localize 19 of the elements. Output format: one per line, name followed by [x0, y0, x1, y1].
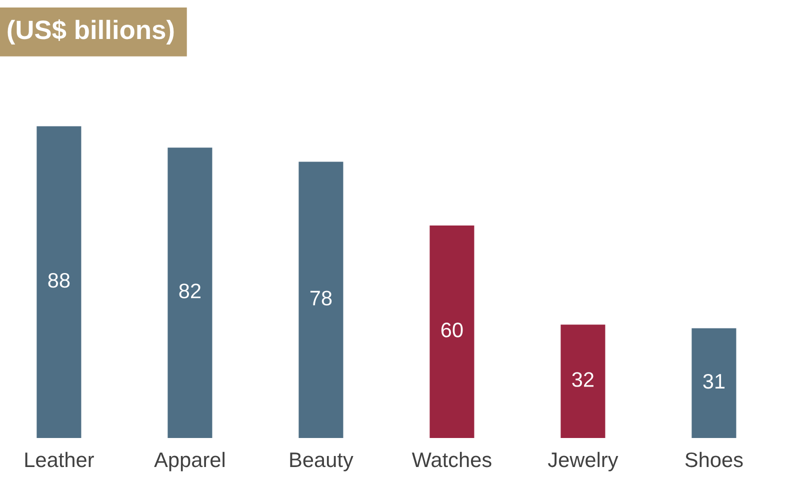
data-label: 60 — [441, 322, 463, 338]
bar — [168, 148, 212, 438]
bar — [430, 225, 474, 438]
data-label: 88 — [48, 272, 70, 288]
bar — [298, 162, 344, 438]
data-label: 32 — [572, 372, 594, 387]
x-tick-label: Beauty — [290, 452, 354, 472]
bar — [36, 126, 82, 438]
x-tick-label: Jewelry — [548, 452, 618, 472]
chart-title: (US$ billions) — [8, 19, 174, 44]
bar — [692, 328, 736, 438]
data-label: 82 — [179, 284, 200, 298]
x-tick-label: Apparel — [154, 452, 224, 472]
x-tick-label: Shoes — [685, 452, 743, 468]
data-label: 31 — [703, 374, 725, 389]
x-tick-label: Watches — [412, 452, 492, 468]
bar — [560, 324, 606, 438]
x-tick-label: Leather — [25, 452, 94, 468]
data-label: 78 — [310, 290, 332, 306]
